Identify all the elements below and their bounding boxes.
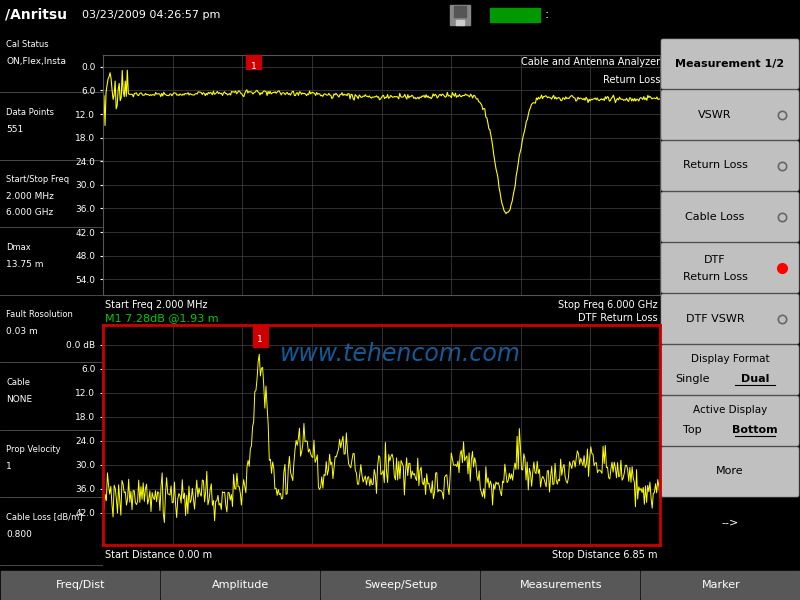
- Text: Display Format: Display Format: [690, 354, 770, 364]
- Text: M1 7.28dB @1.93 m: M1 7.28dB @1.93 m: [106, 313, 219, 323]
- Text: Stop Distance 6.85 m: Stop Distance 6.85 m: [552, 550, 658, 560]
- Text: Return Loss: Return Loss: [682, 272, 747, 282]
- Text: :: :: [545, 8, 550, 22]
- Text: Dmax: Dmax: [6, 242, 31, 251]
- Bar: [490, 8, 540, 22]
- Text: ON,Flex,Insta: ON,Flex,Insta: [6, 58, 66, 67]
- Text: Return Loss: Return Loss: [682, 160, 747, 170]
- Text: Cable Loss: Cable Loss: [686, 211, 745, 221]
- Text: DTF: DTF: [704, 256, 726, 265]
- Text: Sweep/Setup: Sweep/Setup: [364, 580, 438, 590]
- Bar: [321, 571, 479, 599]
- FancyBboxPatch shape: [661, 39, 799, 89]
- FancyBboxPatch shape: [661, 192, 799, 242]
- Text: Start Distance 0.00 m: Start Distance 0.00 m: [106, 550, 213, 560]
- Bar: [450, 5, 470, 25]
- Text: Cable and Antenna Analyzer: Cable and Antenna Analyzer: [521, 57, 660, 67]
- Text: Start/Stop Freq: Start/Stop Freq: [6, 175, 70, 184]
- FancyBboxPatch shape: [661, 294, 799, 344]
- Text: Active Display: Active Display: [693, 405, 767, 415]
- FancyBboxPatch shape: [661, 396, 799, 446]
- Text: NONE: NONE: [6, 395, 32, 404]
- Text: 1: 1: [257, 335, 263, 344]
- Text: 6.000 GHz: 6.000 GHz: [6, 208, 54, 217]
- Text: 03/23/2009 04:26:57 pm: 03/23/2009 04:26:57 pm: [82, 10, 220, 20]
- Text: Measurement 1/2: Measurement 1/2: [675, 58, 785, 68]
- Bar: [456, 20, 464, 25]
- Bar: [641, 571, 799, 599]
- Text: Measurements: Measurements: [520, 580, 602, 590]
- Text: Freq/Dist: Freq/Dist: [56, 580, 106, 590]
- Text: More: More: [716, 467, 744, 476]
- Text: Fault Rosolution: Fault Rosolution: [6, 310, 73, 319]
- Text: 13.75 m: 13.75 m: [6, 260, 44, 269]
- Text: Dual: Dual: [741, 374, 769, 384]
- Text: Amplitude: Amplitude: [212, 580, 270, 590]
- Text: -->: -->: [722, 517, 738, 527]
- Text: VSWR: VSWR: [698, 109, 732, 119]
- Text: Return Loss: Return Loss: [602, 74, 660, 85]
- Text: Cal Status: Cal Status: [6, 40, 49, 49]
- Bar: [454, 6, 466, 17]
- Bar: [1, 571, 159, 599]
- Text: Stop Freq 6.000 GHz: Stop Freq 6.000 GHz: [558, 301, 658, 310]
- Text: 0.03 m: 0.03 m: [6, 328, 38, 337]
- Bar: [246, 55, 261, 69]
- Text: DTF Return Loss: DTF Return Loss: [578, 313, 658, 323]
- Text: Single: Single: [674, 374, 710, 384]
- Text: Cable Loss [dB/m]: Cable Loss [dB/m]: [6, 512, 82, 521]
- Text: /Anritsu: /Anritsu: [5, 8, 67, 22]
- FancyBboxPatch shape: [661, 141, 799, 191]
- Text: 0.800: 0.800: [6, 530, 32, 539]
- Text: Start Freq 2.000 MHz: Start Freq 2.000 MHz: [106, 301, 208, 310]
- FancyBboxPatch shape: [661, 447, 799, 497]
- Bar: [161, 571, 319, 599]
- Text: 551: 551: [6, 125, 23, 134]
- Text: 2.000 MHz: 2.000 MHz: [6, 193, 54, 202]
- FancyBboxPatch shape: [661, 243, 799, 293]
- FancyBboxPatch shape: [661, 345, 799, 395]
- Bar: [253, 325, 268, 347]
- FancyBboxPatch shape: [661, 90, 799, 140]
- Text: Top: Top: [682, 425, 702, 435]
- Text: 1: 1: [250, 62, 256, 71]
- Text: Prop Velocity: Prop Velocity: [6, 445, 61, 454]
- Text: Bottom: Bottom: [732, 425, 778, 435]
- Text: DTF VSWR: DTF VSWR: [686, 313, 744, 323]
- Bar: [481, 571, 639, 599]
- Text: Data Points: Data Points: [6, 107, 54, 116]
- Text: Cable: Cable: [6, 377, 30, 386]
- Text: 1: 1: [6, 463, 12, 472]
- Text: Marker: Marker: [702, 580, 740, 590]
- Text: www.tehencom.com: www.tehencom.com: [279, 342, 521, 366]
